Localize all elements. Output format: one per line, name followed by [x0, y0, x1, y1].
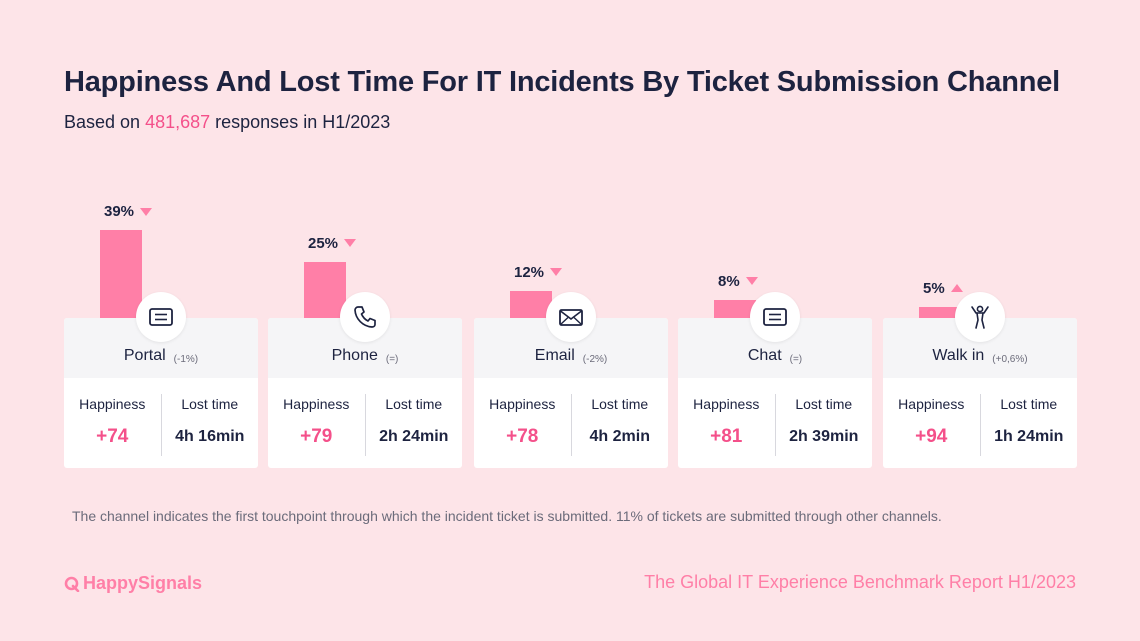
report-name: The Global IT Experience Benchmark Repor… [644, 572, 1076, 592]
card-body: Happiness +78 Lost time 4h 2min [474, 378, 668, 468]
card-body: Happiness +74 Lost time 4h 16min [64, 378, 258, 468]
channel-card: Chat (=) Happiness +81 Lost time 2h 39min [678, 318, 872, 468]
lost-time-value: 2h 24min [379, 428, 449, 445]
card-body: Happiness +79 Lost time 2h 24min [268, 378, 462, 468]
lost-time-label: Lost time [181, 396, 239, 412]
share-value: 8% [718, 272, 740, 290]
channel-card: Walk in (+0,6%) Happiness +94 Lost time 1h 24… [883, 318, 1077, 468]
subtitle-prefix: Based on [64, 112, 146, 132]
lost-time-column: Lost time 2h 39min [774, 394, 873, 456]
lost-time-label: Lost time [385, 396, 443, 412]
channel-name: Chat [747, 347, 782, 364]
lost-time-label: Lost time [591, 396, 649, 412]
share-label: 39% [104, 203, 153, 220]
share-label: 25% [308, 234, 357, 252]
trend-down-icon [140, 207, 153, 216]
channel-card: Email (-2%) Happiness +78 Lost time 4h 2min [474, 318, 668, 468]
share-bar [304, 261, 346, 318]
happiness-label: Happiness [283, 396, 350, 412]
lost-time-column: Lost time 4h 2min [570, 394, 669, 456]
phone-icon [340, 292, 390, 342]
share-bar [919, 306, 961, 318]
happysignals-logo-icon [64, 576, 80, 592]
subtitle-suffix: responses in H1/2023 [210, 112, 391, 132]
chart-title: Happiness And Lost Time For IT Incidents… [64, 66, 1061, 98]
channel-panel: 8% Chat (=) Happiness +81 Lost time 2h 39min [678, 180, 872, 470]
channel-change: (=) [385, 354, 399, 365]
share-bar [714, 299, 756, 318]
share-bar [100, 230, 142, 318]
share-bar [510, 290, 552, 318]
walk-in-icon [955, 292, 1005, 342]
channel-name: Phone [331, 347, 378, 364]
channel-card: Portal (-1%) Happiness +74 Lost time 4h 16min [64, 318, 258, 468]
happiness-value: +74 [96, 426, 129, 447]
response-count: 481,687 [145, 112, 211, 132]
channel-card: Phone (=) Happiness +79 Lost time 2h 24min [268, 318, 462, 468]
lost-time-label: Lost time [1000, 396, 1058, 412]
happiness-value: +78 [506, 426, 539, 447]
share-label: 12% [514, 263, 563, 281]
trend-down-icon [344, 239, 357, 248]
email-icon [546, 292, 596, 342]
happiness-label: Happiness [489, 396, 556, 412]
share-label: 8% [718, 273, 758, 290]
happiness-column: Happiness +81 [678, 378, 775, 468]
channel-change: (-1%) [173, 354, 199, 365]
channel-change: (=) [789, 354, 803, 365]
lost-time-value: 4h 16min [175, 428, 245, 445]
share-value: 25% [308, 234, 339, 252]
chat-icon [750, 292, 800, 342]
trend-up-icon [950, 284, 963, 293]
lost-time-column: Lost time 4h 16min [160, 394, 259, 456]
trend-down-icon [550, 268, 563, 277]
channel-panel: 25% Phone (=) Happiness +79 Lost time 2h 24min [268, 180, 462, 470]
card-header: Chat (=) [678, 318, 872, 378]
share-value: 5% [923, 279, 945, 297]
happiness-column: Happiness +74 [64, 378, 161, 468]
channel-name: Email [534, 347, 575, 364]
lost-time-value: 1h 24min [994, 428, 1064, 445]
channel-change: (-2%) [582, 354, 608, 365]
lost-time-column: Lost time 1h 24min [979, 394, 1078, 456]
happiness-value: +81 [710, 426, 743, 447]
happiness-value: +94 [915, 426, 948, 447]
happiness-value: +79 [300, 426, 333, 447]
channel-name: Walk in [932, 347, 985, 364]
lost-time-column: Lost time 2h 24min [364, 394, 463, 456]
channel-panel: 5% Walk in (+0,6%) Happiness +94 Lost time 1h … [883, 180, 1077, 470]
happiness-column: Happiness +78 [474, 378, 571, 468]
lost-time-value: 2h 39min [789, 428, 859, 445]
lost-time-label: Lost time [795, 396, 853, 412]
channel-change: (+0,6%) [992, 354, 1028, 365]
footnote: The channel indicates the first touchpoi… [72, 508, 942, 524]
card-body: Happiness +81 Lost time 2h 39min [678, 378, 872, 468]
card-body: Happiness +94 Lost time 1h 24min [883, 378, 1077, 468]
channel-name: Portal [123, 347, 166, 364]
channel-panel: 39% Portal (-1%) Happiness +74 Lost time 4h 16… [64, 180, 258, 470]
lost-time-value: 4h 2min [589, 428, 650, 445]
portal-icon [136, 292, 186, 342]
happiness-label: Happiness [693, 396, 760, 412]
happiness-column: Happiness +94 [883, 378, 980, 468]
channel-panel: 12% Email (-2%) Happiness +78 Lost time 4h 2mi… [474, 180, 668, 470]
happiness-label: Happiness [79, 396, 146, 412]
share-value: 12% [514, 263, 545, 281]
share-label: 5% [923, 280, 963, 297]
share-value: 39% [104, 203, 135, 220]
brand-name: HappySignals [83, 573, 203, 593]
happiness-label: Happiness [898, 396, 965, 412]
chart-subtitle: Based on 481,687 responses in H1/2023 [64, 112, 390, 133]
happiness-column: Happiness +79 [268, 378, 365, 468]
trend-down-icon [745, 277, 758, 286]
brand-logo: HappySignals [64, 573, 202, 594]
